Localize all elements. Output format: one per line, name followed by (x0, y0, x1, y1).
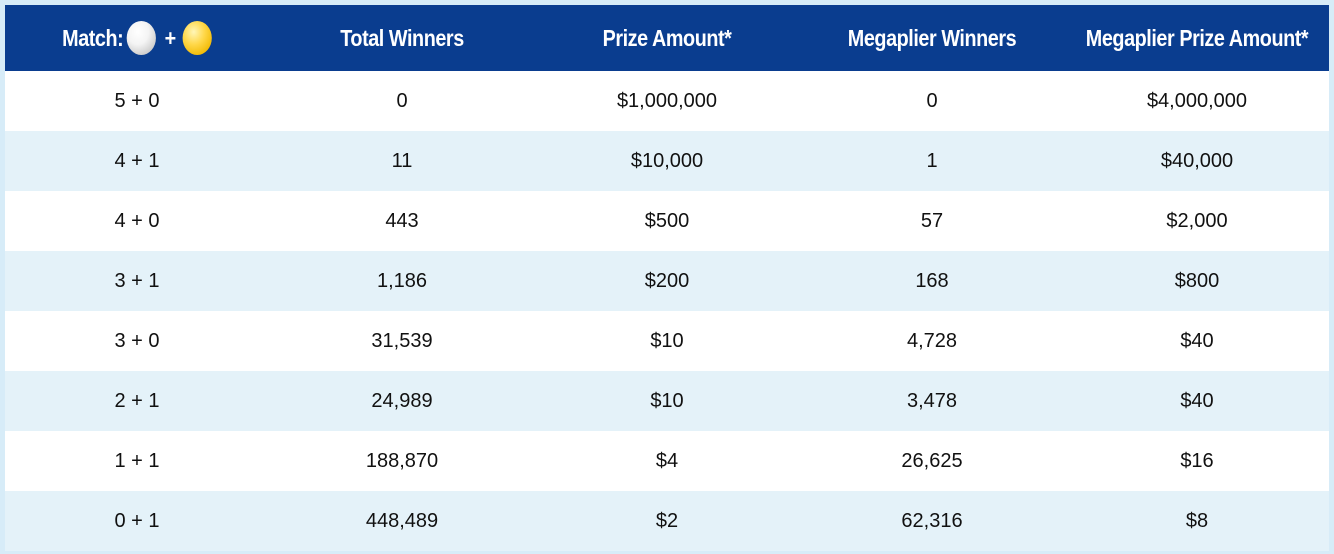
cell-match: 2 + 1 (114, 389, 160, 412)
cell-megaplier-winners: 62,316 (901, 509, 963, 532)
cell-megaplier-winners: 0 (926, 89, 938, 112)
table-header: Match: + Total Winners Prize Amount* Meg… (5, 5, 1329, 71)
cell-megaplier-prize-amount: $40 (1180, 389, 1214, 412)
table-row: 3 + 1 1,186 $200 168 $800 (5, 251, 1329, 311)
match-label: Match: (62, 24, 124, 51)
header-megaplier-prize-amount: Megaplier Prize Amount* (1085, 24, 1309, 51)
cell-megaplier-prize-amount: $4,000,000 (1146, 89, 1248, 112)
cell-total-winners: 188,870 (365, 449, 439, 472)
cell-megaplier-prize-amount: $2,000 (1166, 209, 1228, 232)
cell-megaplier-winners: 168 (915, 269, 949, 292)
cell-megaplier-winners: 57 (920, 209, 944, 232)
cell-total-winners: 1,186 (376, 269, 428, 292)
cell-prize-amount: $2 (655, 509, 679, 532)
table-row: 5 + 0 0 $1,000,000 0 $4,000,000 (5, 71, 1329, 131)
cell-megaplier-prize-amount: $40 (1180, 329, 1214, 352)
white-ball-icon (126, 21, 157, 55)
cell-prize-amount: $4 (655, 449, 679, 472)
cell-megaplier-prize-amount: $800 (1174, 269, 1220, 292)
table-row: 2 + 1 24,989 $10 3,478 $40 (5, 371, 1329, 431)
cell-megaplier-winners: 26,625 (901, 449, 963, 472)
table-body: 5 + 0 0 $1,000,000 0 $4,000,000 4 + 1 11… (5, 71, 1329, 551)
table-row: 3 + 0 31,539 $10 4,728 $40 (5, 311, 1329, 371)
header-row: Match: + Total Winners Prize Amount* Meg… (5, 5, 1329, 71)
header-match: Match: + (23, 5, 250, 71)
table-row: 1 + 1 188,870 $4 26,625 $16 (5, 431, 1329, 491)
plus-sign: + (164, 24, 177, 51)
cell-match: 4 + 1 (114, 149, 160, 172)
cell-prize-amount: $10 (650, 329, 684, 352)
table-row: 4 + 0 443 $500 57 $2,000 (5, 191, 1329, 251)
cell-megaplier-winners: 4,728 (906, 329, 958, 352)
cell-match: 3 + 1 (114, 269, 160, 292)
gold-megaball-icon (182, 21, 212, 55)
cell-prize-amount: $1,000,000 (616, 89, 718, 112)
cell-prize-amount: $10,000 (630, 149, 704, 172)
cell-total-winners: 31,539 (371, 329, 433, 352)
cell-prize-amount: $200 (644, 269, 690, 292)
cell-total-winners: 0 (396, 89, 408, 112)
header-prize-amount: Prize Amount* (602, 24, 732, 51)
cell-match: 0 + 1 (114, 509, 160, 532)
table-row: 4 + 1 11 $10,000 1 $40,000 (5, 131, 1329, 191)
cell-match: 3 + 0 (114, 329, 160, 352)
cell-megaplier-winners: 1 (926, 149, 938, 172)
cell-match: 1 + 1 (114, 449, 160, 472)
cell-megaplier-winners: 3,478 (906, 389, 958, 412)
cell-match: 4 + 0 (114, 209, 160, 232)
cell-total-winners: 11 (391, 149, 413, 172)
cell-megaplier-prize-amount: $8 (1185, 509, 1209, 532)
table-row: 0 + 1 448,489 $2 62,316 $8 (5, 491, 1329, 551)
header-megaplier-winners: Megaplier Winners (847, 24, 1017, 51)
cell-prize-amount: $500 (644, 209, 690, 232)
cell-megaplier-prize-amount: $16 (1180, 449, 1214, 472)
header-total-winners: Total Winners (340, 24, 464, 51)
prize-breakdown-table: Match: + Total Winners Prize Amount* Meg… (5, 5, 1329, 551)
cell-prize-amount: $10 (650, 389, 684, 412)
cell-total-winners: 448,489 (365, 509, 439, 532)
cell-total-winners: 24,989 (371, 389, 433, 412)
cell-total-winners: 443 (385, 209, 419, 232)
cell-megaplier-prize-amount: $40,000 (1160, 149, 1234, 172)
cell-match: 5 + 0 (114, 89, 160, 112)
